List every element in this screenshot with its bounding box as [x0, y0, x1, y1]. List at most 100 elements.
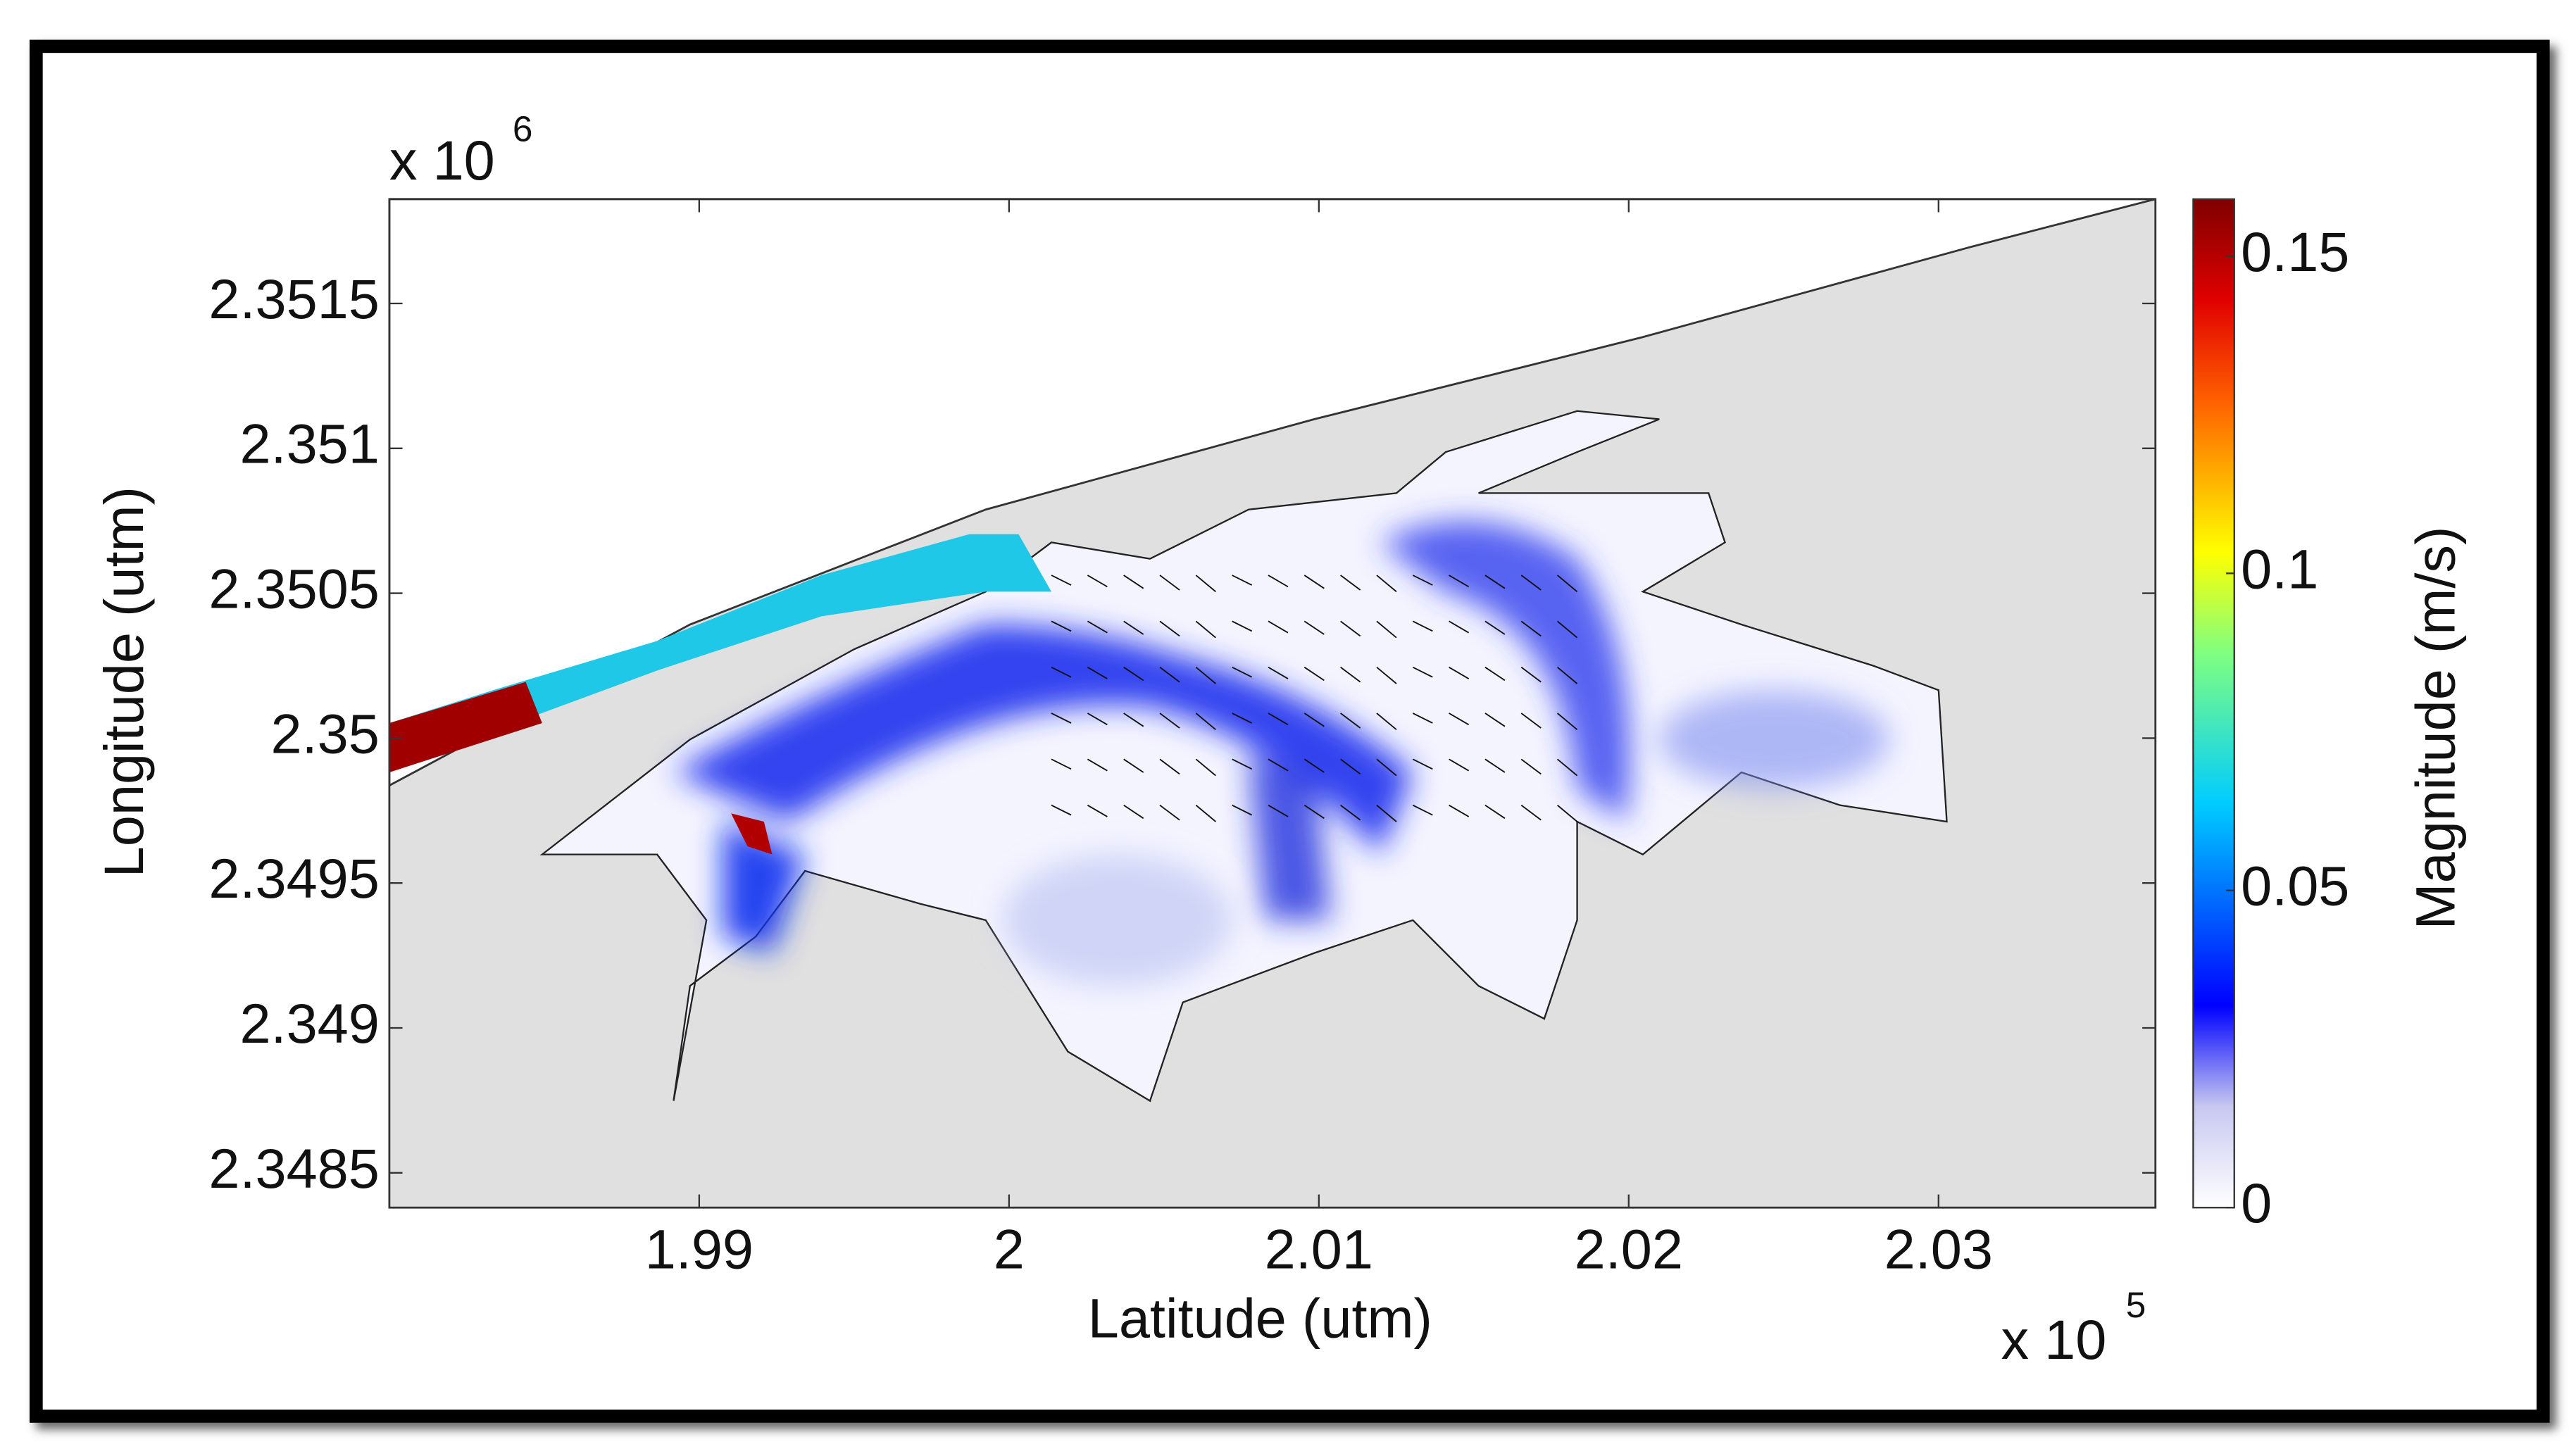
- colorbar-tick-label: 0.1: [2241, 537, 2318, 600]
- flow-arrow: [1340, 620, 1361, 637]
- x-tick-label: 2.01: [1265, 1217, 1373, 1280]
- flow-arrow: [1159, 804, 1180, 821]
- flow-arrow: [1232, 666, 1253, 678]
- flow-arrow: [1340, 713, 1361, 729]
- flow-arrow: [1051, 713, 1072, 724]
- flow-arrow: [1232, 713, 1253, 724]
- flow-arrow: [1412, 620, 1433, 632]
- flow-arrow: [1195, 666, 1216, 684]
- flow-arrow: [1303, 804, 1325, 820]
- flow-arrow: [1123, 666, 1144, 682]
- y-exponent: x 10: [389, 129, 495, 192]
- flow-arrow: [1412, 804, 1433, 816]
- flow-arrow: [1376, 666, 1397, 684]
- y-tick-label: 2.3485: [208, 1137, 380, 1200]
- flow-arrow: [1195, 804, 1216, 822]
- flow-arrow: [1520, 713, 1542, 729]
- velocity-field: [673, 521, 1889, 986]
- y-tick-label: 2.3505: [208, 558, 380, 620]
- flow-arrow: [1123, 620, 1144, 635]
- colorbar-label: Magnitude (m/s): [2403, 527, 2466, 930]
- flow-arrow: [1159, 713, 1180, 729]
- flow-arrow: [1123, 758, 1144, 773]
- flow-arrow: [1195, 713, 1216, 731]
- flow-arrow: [1195, 758, 1216, 777]
- flow-arrow: [1159, 666, 1180, 683]
- flow-arrow: [1268, 713, 1289, 726]
- flow-arrow: [1268, 758, 1289, 772]
- flow-arrow: [1195, 575, 1216, 593]
- x-exponent-power: 5: [2126, 1285, 2146, 1325]
- flow-arrow: [1556, 620, 1578, 639]
- flow-arrow: [1376, 758, 1397, 777]
- flow-arrow: [1123, 713, 1144, 727]
- flow-arrow: [1232, 804, 1253, 816]
- flow-arrow: [1268, 575, 1289, 588]
- flow-arrow: [1232, 575, 1253, 586]
- flow-arrow: [1376, 575, 1397, 593]
- channel-high: [731, 813, 773, 855]
- y-tick-label: 2.351: [239, 413, 379, 475]
- flow-arrow: [1340, 804, 1361, 821]
- colorbar-tick-label: 0.05: [2241, 855, 2349, 917]
- flow-arrow: [1449, 620, 1470, 634]
- axes-box: [388, 198, 2157, 1209]
- flow-arrow: [1556, 575, 1578, 593]
- x-tick-label: 1.99: [645, 1217, 754, 1280]
- flow-arrow: [1484, 713, 1506, 727]
- flow-arrow: [1159, 575, 1180, 591]
- flow-arrow: [1412, 575, 1433, 586]
- flow-arrow: [1520, 666, 1542, 683]
- flow-arrow: [1412, 758, 1433, 770]
- flow-arrow: [1556, 804, 1578, 822]
- flow-arrow: [1123, 804, 1144, 820]
- x-exponent: x 10: [2001, 1308, 2106, 1371]
- flow-arrow: [1340, 575, 1361, 591]
- flow-arrow: [1556, 713, 1578, 731]
- flow-arrow: [1268, 620, 1289, 634]
- flow-arrow: [1449, 666, 1470, 679]
- y-tick-label: 2.3495: [208, 847, 380, 910]
- flow-arrow: [1232, 758, 1253, 770]
- x-tick-label: 2.03: [1884, 1217, 1993, 1280]
- flow-arrow: [1051, 758, 1072, 770]
- flow-arrow: [1449, 758, 1470, 772]
- flow-arrow: [1303, 620, 1325, 635]
- x-axis-label: Latitude (utm): [1088, 1286, 1432, 1349]
- y-tick-label: 2.349: [239, 992, 379, 1055]
- flow-arrow: [1087, 804, 1108, 817]
- flow-arrow: [1484, 804, 1506, 820]
- y-exponent-power: 6: [513, 109, 533, 149]
- flow-arrow: [1520, 804, 1542, 821]
- channel: [389, 534, 1052, 772]
- flow-arrow: [1268, 804, 1289, 817]
- y-tick-label: 2.35: [271, 702, 380, 765]
- flow-arrow: [1484, 666, 1506, 682]
- estuary: [539, 410, 1948, 1103]
- colorbar-tick-label: 0.15: [2241, 220, 2349, 283]
- flow-arrow: [1376, 620, 1397, 639]
- flow-arrow: [1051, 575, 1072, 586]
- flow-arrow: [1449, 713, 1470, 726]
- flow-arrow: [1520, 758, 1542, 775]
- x-tick-label: 2.02: [1575, 1217, 1683, 1280]
- flow-arrow: [1232, 620, 1253, 632]
- flow-arrow: [1520, 620, 1542, 637]
- flow-arrow: [1412, 713, 1433, 724]
- flow-arrow: [1087, 713, 1108, 726]
- colorbar-tick-label: 0: [2241, 1172, 2272, 1234]
- flow-arrow: [1556, 666, 1578, 684]
- flow-arrow: [1303, 713, 1325, 727]
- flow-arrow: [1520, 575, 1542, 591]
- flow-arrow: [1087, 758, 1108, 772]
- flow-arrow: [1159, 758, 1180, 775]
- colorbar: [2192, 198, 2235, 1209]
- flow-arrow: [1087, 666, 1108, 679]
- flow-arrow: [1051, 666, 1072, 678]
- flow-arrow: [1484, 758, 1506, 773]
- y-tick-label: 2.3515: [208, 268, 380, 330]
- flow-arrow: [1449, 804, 1470, 817]
- y-axis-label: Longitude (utm): [92, 487, 155, 877]
- flow-arrow: [1556, 758, 1578, 777]
